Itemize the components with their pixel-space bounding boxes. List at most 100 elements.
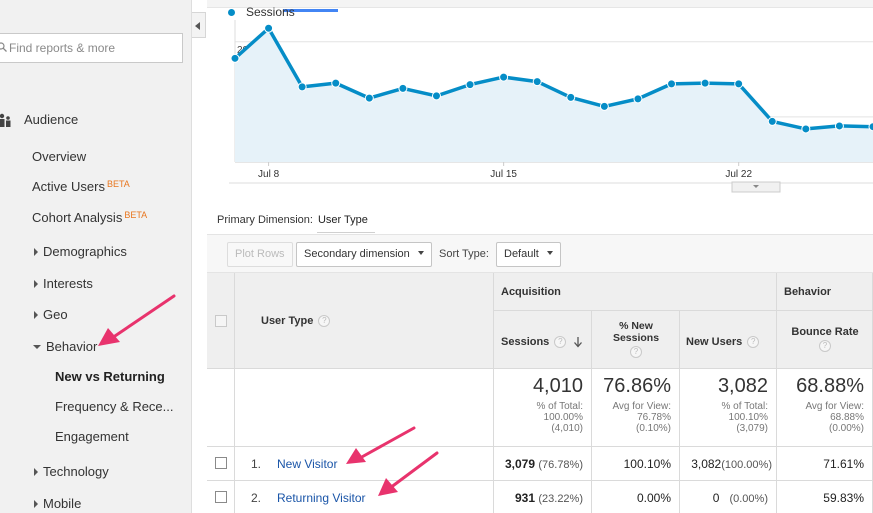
bounce-rate-column-header[interactable]: Bounce Rate? [777, 311, 873, 369]
chart-point[interactable] [532, 77, 542, 87]
row-checkbox[interactable] [215, 491, 227, 503]
select-all-checkbox[interactable] [215, 315, 227, 327]
totals-new-users-caption: % of Total: [721, 401, 768, 412]
sort-desc-arrow-icon [574, 337, 583, 348]
sort-type-dropdown[interactable]: Default [496, 242, 561, 267]
help-icon[interactable]: ? [819, 340, 831, 353]
header-checkbox-cell [207, 273, 235, 369]
chart-point[interactable] [431, 91, 441, 101]
sidebar-item-active-users[interactable]: Active Users BETA [32, 179, 130, 194]
sidebar-item-label: Frequency & Rece... [55, 399, 174, 414]
chart-point[interactable] [734, 79, 744, 89]
sidebar-item-interests[interactable]: Interests [34, 276, 93, 291]
row-new-users-percent: (0.00%) [729, 493, 768, 505]
beta-badge: BETA [106, 179, 130, 189]
chart-point[interactable] [398, 83, 408, 93]
help-icon[interactable]: ? [747, 336, 760, 349]
chart-point[interactable] [801, 124, 811, 134]
expand-arrow-icon [34, 499, 38, 508]
row-new-users-number: 0 [712, 491, 720, 505]
totals-checkbox-cell [207, 369, 235, 447]
sidebar-item-technology[interactable]: Technology [34, 464, 109, 479]
plot-rows-button[interactable]: Plot Rows [227, 242, 293, 267]
new-visitor-link[interactable]: New Visitor [277, 457, 338, 471]
new-sessions-column-header[interactable]: % New Sessions? [592, 311, 680, 369]
sidebar-item-overview[interactable]: Overview [32, 149, 86, 164]
user-type-header[interactable]: User Type? [261, 315, 331, 328]
new-users-header-label: New Users [686, 336, 743, 348]
sidebar-item-new-vs-returning[interactable]: New vs Returning [55, 369, 165, 384]
beta-badge: BETA [124, 210, 148, 220]
help-icon[interactable]: ? [630, 346, 642, 358]
totals-sessions-caption: % of Total: [536, 401, 583, 412]
sidebar-item-frequency-recency[interactable]: Frequency & Rece... [55, 399, 174, 414]
sort-type-label: Sort Type: [439, 248, 489, 260]
sessions-header: Sessions? [501, 336, 583, 349]
header-user-type-cell: User Type? [235, 273, 494, 369]
row-bounce-value: 59.83% [823, 491, 864, 505]
x-tick-label: Jul 22 [725, 169, 752, 180]
primary-dimension-value[interactable]: User Type [317, 214, 368, 226]
sessions-column-header[interactable]: Sessions? [494, 311, 592, 369]
chart-point[interactable] [566, 92, 576, 102]
sidebar-section-audience[interactable]: Audience [24, 112, 79, 127]
chart-point[interactable] [633, 94, 643, 104]
chart-point[interactable] [868, 122, 873, 132]
chart-point[interactable] [700, 78, 710, 88]
sidebar-item-engagement[interactable]: Engagement [55, 429, 129, 444]
row-new-sessions-value: 100.10% [623, 457, 671, 471]
primary-dimension-label: Primary Dimension: [217, 214, 313, 226]
search-input[interactable] [9, 41, 174, 55]
x-tick-label: Jul 15 [490, 169, 517, 180]
expand-arrow-icon [34, 310, 38, 319]
primary-dimension: Primary Dimension: User Type [217, 214, 368, 226]
row-sessions-value: 931 (23.22%) [515, 491, 583, 505]
chart-point[interactable] [264, 23, 274, 33]
table-controls: Plot Rows Secondary dimension Sort Type:… [207, 234, 873, 273]
sidebar-item-behavior[interactable]: Behavior [33, 339, 97, 354]
chart-point[interactable] [297, 82, 307, 92]
expand-arrow-icon [34, 247, 38, 256]
bounce-rate-header: Bounce Rate? [777, 325, 873, 353]
row-number: 2. [251, 491, 262, 505]
row-checkbox[interactable] [215, 457, 227, 469]
chart-point[interactable] [599, 101, 609, 111]
sidebar-item-mobile[interactable]: Mobile [34, 496, 81, 511]
collapse-arrow-icon [33, 344, 41, 349]
caret-down-icon [417, 251, 424, 256]
annotation-arrow [346, 426, 416, 464]
chevron-down-icon [753, 185, 759, 188]
chart-point[interactable] [230, 53, 240, 63]
row-new-sessions-cell: 100.10% [592, 447, 680, 481]
help-icon[interactable]: ? [554, 336, 567, 349]
behavior-group-header: Behavior [777, 273, 873, 311]
chart-point[interactable] [331, 78, 341, 88]
sidebar-collapse-button[interactable] [192, 12, 206, 38]
chart-point[interactable] [364, 93, 374, 103]
row-bounce-cell: 59.83% [777, 481, 873, 513]
row-sessions-percent: (76.78%) [538, 459, 583, 471]
caret-down-icon [546, 251, 553, 256]
row-sessions-number: 3,079 [504, 457, 536, 471]
chart-point[interactable] [499, 72, 509, 82]
sidebar-item-label: Active Users [32, 179, 105, 194]
new-users-column-header[interactable]: New Users? [680, 311, 777, 369]
sidebar-item-cohort-analysis[interactable]: Cohort Analysis BETA [32, 210, 147, 225]
returning-visitor-link[interactable]: Returning Visitor [277, 491, 366, 505]
totals-bounce-caption: Avg for View: [805, 401, 864, 412]
sidebar-item-geo[interactable]: Geo [34, 307, 68, 322]
search-box[interactable] [0, 33, 183, 63]
chart-point[interactable] [667, 79, 677, 89]
annotation-arrow [98, 294, 176, 346]
legend-sessions-dot [228, 9, 235, 16]
help-icon[interactable]: ? [318, 315, 331, 328]
row-new-users-value: 0 (0.00%) [713, 491, 768, 505]
chart-point[interactable] [767, 116, 777, 126]
sidebar-item-label: New vs Returning [55, 369, 165, 384]
row-sessions-cell: 3,079 (76.78%) [494, 447, 592, 481]
sidebar-item-demographics[interactable]: Demographics [34, 244, 127, 259]
chart-point[interactable] [465, 80, 475, 90]
secondary-dimension-dropdown[interactable]: Secondary dimension [296, 242, 432, 267]
chart-point[interactable] [834, 121, 844, 131]
